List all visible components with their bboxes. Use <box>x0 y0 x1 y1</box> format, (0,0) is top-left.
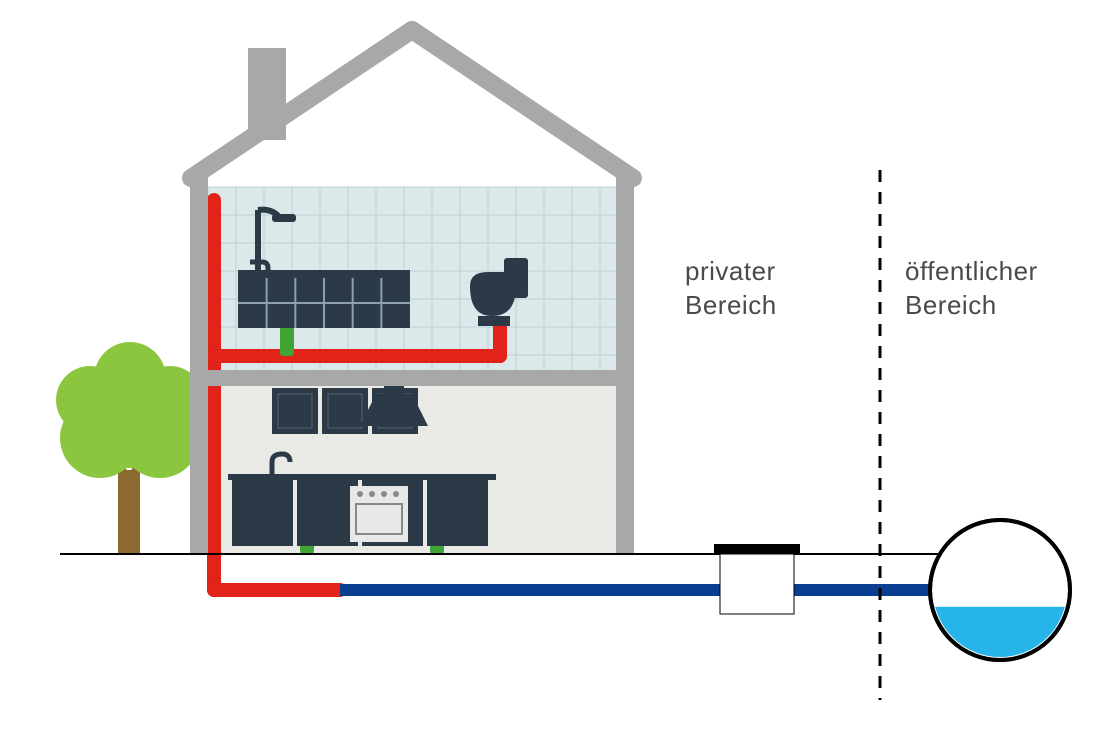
floor-slab <box>199 370 625 386</box>
upper-cabinet <box>322 388 368 434</box>
upper-cabinet <box>272 388 318 434</box>
label-public-2: Bereich <box>905 290 997 320</box>
base-cabinet <box>232 480 293 546</box>
toilet-bowl <box>470 272 516 316</box>
label-public-1: öffentlicher <box>905 256 1038 286</box>
shower-head <box>272 214 296 222</box>
inspection-chamber <box>720 554 794 614</box>
tree-foliage <box>94 342 166 414</box>
base-cabinet <box>297 480 358 546</box>
countertop <box>228 474 496 480</box>
label-private-1: privater <box>685 256 776 286</box>
inspection-lid <box>714 544 800 554</box>
label-private-2: Bereich <box>685 290 777 320</box>
base-cabinet <box>427 480 488 546</box>
tree-trunk <box>118 470 140 554</box>
